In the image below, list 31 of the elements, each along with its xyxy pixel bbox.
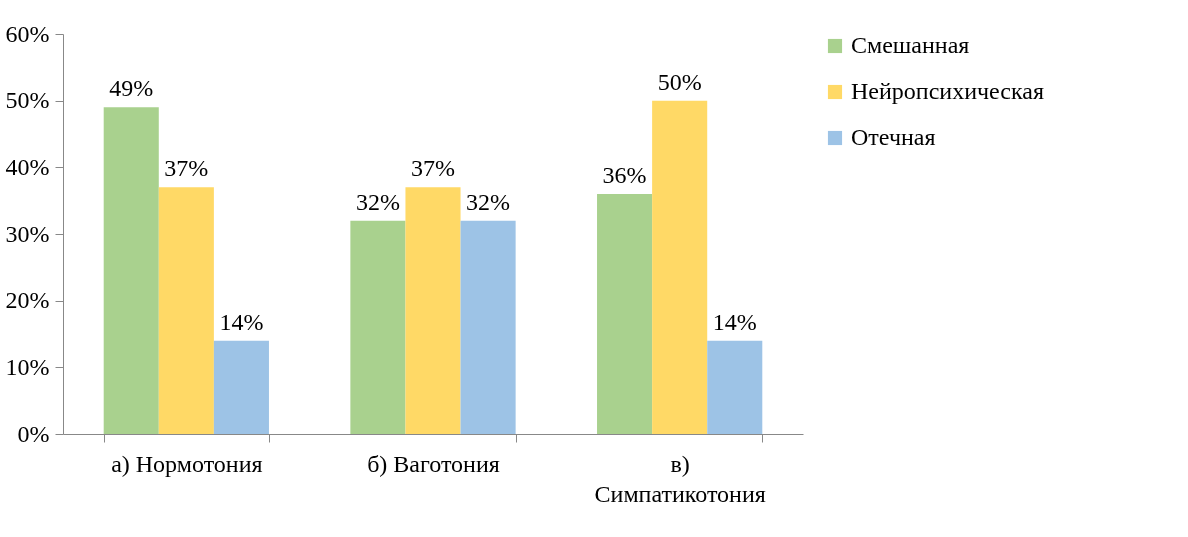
bar — [103, 107, 159, 434]
y-tick-label: 10% — [5, 353, 50, 380]
data-label: 14% — [219, 308, 264, 335]
x-tick-label: б) Ваготония — [367, 450, 500, 477]
data-label: 32% — [355, 188, 400, 215]
y-tick-label: 50% — [5, 87, 50, 114]
data-label: 50% — [657, 68, 702, 95]
data-label: 14% — [712, 308, 757, 335]
x-tick-label: а) Нормотония — [111, 450, 263, 477]
bar — [158, 187, 214, 434]
y-tick-label: 0% — [17, 420, 50, 447]
bar — [652, 100, 708, 434]
data-label: 49% — [109, 75, 154, 102]
bar — [350, 220, 406, 434]
bar — [597, 194, 653, 434]
bar — [460, 220, 516, 434]
legend-label: Отечная — [851, 124, 936, 150]
bar — [213, 340, 269, 434]
bar — [405, 187, 461, 434]
data-label: 36% — [602, 162, 647, 188]
bar — [707, 340, 763, 434]
x-tick-label: в) Симпатикотония — [594, 450, 766, 507]
data-label: 37% — [164, 155, 209, 182]
y-tick-label: 30% — [5, 220, 50, 247]
data-label: 37% — [411, 155, 455, 182]
y-tick-label: 20% — [5, 287, 50, 314]
y-tick-label: 40% — [5, 153, 50, 180]
y-tick-label: 60% — [5, 20, 50, 47]
legend-label: Нейропсихическая — [851, 78, 1044, 104]
legend-label: Смешанная — [851, 32, 970, 58]
data-label: 32% — [466, 188, 511, 215]
